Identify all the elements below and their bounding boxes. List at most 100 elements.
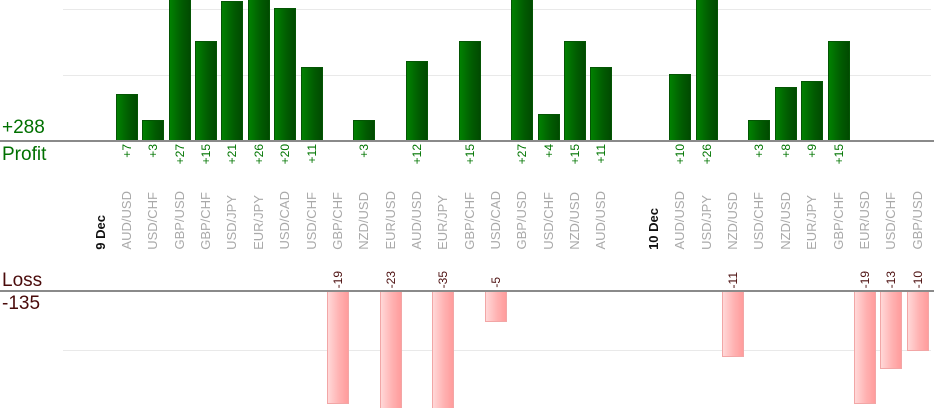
profit-value-label: +12 bbox=[410, 144, 424, 165]
profit-bar bbox=[775, 87, 797, 140]
pair-label: USD/CHF bbox=[883, 192, 898, 250]
loss-value-label: -5 bbox=[489, 277, 503, 288]
pair-label: USD/CAD bbox=[277, 191, 292, 250]
profit-bar bbox=[590, 67, 612, 140]
loss-plot-area bbox=[0, 292, 934, 408]
pair-label: NZD/USD bbox=[356, 192, 371, 250]
profit-bar bbox=[301, 67, 323, 140]
profit-bar bbox=[116, 94, 138, 140]
profit-bar bbox=[221, 1, 243, 140]
category-labels-row: 9 Dec AUD/USD USD/CHF GBP/USD GBP/CHF USD/JPY… bbox=[0, 180, 934, 250]
profit-gridline-10 bbox=[63, 75, 931, 76]
loss-total: -135 bbox=[2, 293, 41, 314]
pair-label: USD/CHF bbox=[541, 192, 556, 250]
pair-label: AUD/USD bbox=[409, 191, 424, 250]
profit-value-label: +11 bbox=[594, 144, 608, 164]
profit-value-label: +3 bbox=[357, 144, 371, 158]
pair-label: USD/JPY bbox=[699, 195, 714, 250]
profit-value-label: +27 bbox=[173, 144, 187, 165]
loss-value-label: -19 bbox=[331, 270, 345, 288]
pair-label: NZD/USD bbox=[567, 192, 582, 250]
profit-bar bbox=[459, 41, 481, 140]
profit-bar bbox=[195, 41, 217, 140]
loss-bar bbox=[854, 292, 876, 404]
pair-label: AUD/USD bbox=[593, 191, 608, 250]
loss-bar bbox=[380, 292, 402, 408]
profit-bar bbox=[564, 41, 586, 140]
pair-label: NZD/USD bbox=[778, 192, 793, 250]
date-label: 9 Dec bbox=[93, 215, 108, 250]
profit-value-label: +4 bbox=[542, 144, 556, 158]
loss-value-label: -13 bbox=[884, 270, 898, 288]
profit-bar bbox=[669, 74, 691, 140]
pair-label: USD/CHF bbox=[751, 192, 766, 250]
profit-value-label: +3 bbox=[752, 144, 766, 158]
profit-bar bbox=[169, 0, 191, 140]
pair-label: USD/CHF bbox=[145, 192, 160, 250]
loss-value-label: -35 bbox=[436, 270, 450, 288]
profit-value-label: +8 bbox=[779, 144, 793, 158]
profit-bar bbox=[696, 0, 718, 140]
profit-value-label: +10 bbox=[673, 144, 687, 165]
profit-bar bbox=[748, 120, 770, 140]
loss-value-label: -23 bbox=[384, 270, 398, 288]
pair-label: GBP/USD bbox=[514, 191, 529, 250]
profit-bar bbox=[511, 0, 533, 140]
loss-axis-line bbox=[0, 290, 934, 292]
pair-label: GBP/USD bbox=[172, 191, 187, 250]
loss-bar bbox=[485, 292, 507, 322]
profit-value-label: +9 bbox=[805, 144, 819, 158]
profit-value-label: +3 bbox=[146, 144, 160, 158]
profit-value-label: +15 bbox=[199, 144, 213, 165]
loss-value-label: -10 bbox=[911, 270, 925, 288]
pair-label: NZD/USD bbox=[725, 192, 740, 250]
profit-bar bbox=[538, 114, 560, 140]
profit-value-label: +15 bbox=[832, 144, 846, 165]
loss-bar bbox=[880, 292, 902, 369]
loss-bar bbox=[327, 292, 349, 404]
profit-value-label: +15 bbox=[463, 144, 477, 165]
pair-label: GBP/CHF bbox=[462, 192, 477, 250]
pair-label: GBP/CHF bbox=[198, 192, 213, 250]
pair-label: EUR/JPY bbox=[435, 195, 450, 250]
profit-bar bbox=[248, 0, 270, 140]
pair-label: EUR/JPY bbox=[804, 195, 819, 250]
profit-bar bbox=[353, 120, 375, 140]
pair-label: GBP/CHF bbox=[831, 192, 846, 250]
profit-value-label: +26 bbox=[252, 144, 266, 165]
loss-bar bbox=[907, 292, 929, 351]
profit-total: +288 bbox=[2, 117, 45, 138]
pair-label: AUD/USD bbox=[672, 191, 687, 250]
profit-axis-title: Profit bbox=[2, 144, 47, 165]
profit-plot-area bbox=[0, 0, 934, 140]
pair-label: USD/JPY bbox=[224, 195, 239, 250]
profit-bar bbox=[801, 81, 823, 140]
pair-label: USD/CHF bbox=[304, 192, 319, 250]
profit-gridline-20 bbox=[63, 9, 931, 10]
pair-label: EUR/JPY bbox=[251, 195, 266, 250]
profit-bar bbox=[274, 8, 296, 140]
loss-axis-title: Loss bbox=[2, 270, 43, 291]
profit-bar bbox=[828, 41, 850, 140]
profit-value-label: +11 bbox=[305, 144, 319, 164]
pair-label: AUD/USD bbox=[119, 191, 134, 250]
profit-axis-line bbox=[0, 140, 934, 142]
loss-value-label: -11 bbox=[726, 271, 740, 288]
loss-bar bbox=[722, 292, 744, 357]
loss-value-labels-row: -19 -23 -35 -5 -11 -19 -13 -10 bbox=[0, 250, 934, 290]
profit-value-label: +26 bbox=[700, 144, 714, 165]
pair-label: USD/CAD bbox=[488, 191, 503, 250]
profit-value-label: +20 bbox=[278, 144, 292, 165]
profit-value-label: +21 bbox=[225, 144, 239, 165]
loss-gridline-10 bbox=[63, 350, 931, 351]
loss-bar bbox=[432, 292, 454, 408]
profit-bar bbox=[406, 61, 428, 140]
profit-bar bbox=[142, 120, 164, 140]
pair-label: EUR/USD bbox=[383, 191, 398, 250]
date-label: 10 Dec bbox=[646, 208, 661, 250]
pair-label: GBP/CHF bbox=[330, 192, 345, 250]
profit-value-labels-row: +7 +3 +27 +15 +21 +26 +20 +11 +3 +12 +15 +27 +4 +15 +1… bbox=[0, 142, 934, 180]
pair-label: GBP/USD bbox=[910, 191, 925, 250]
loss-value-label: -19 bbox=[858, 270, 872, 288]
